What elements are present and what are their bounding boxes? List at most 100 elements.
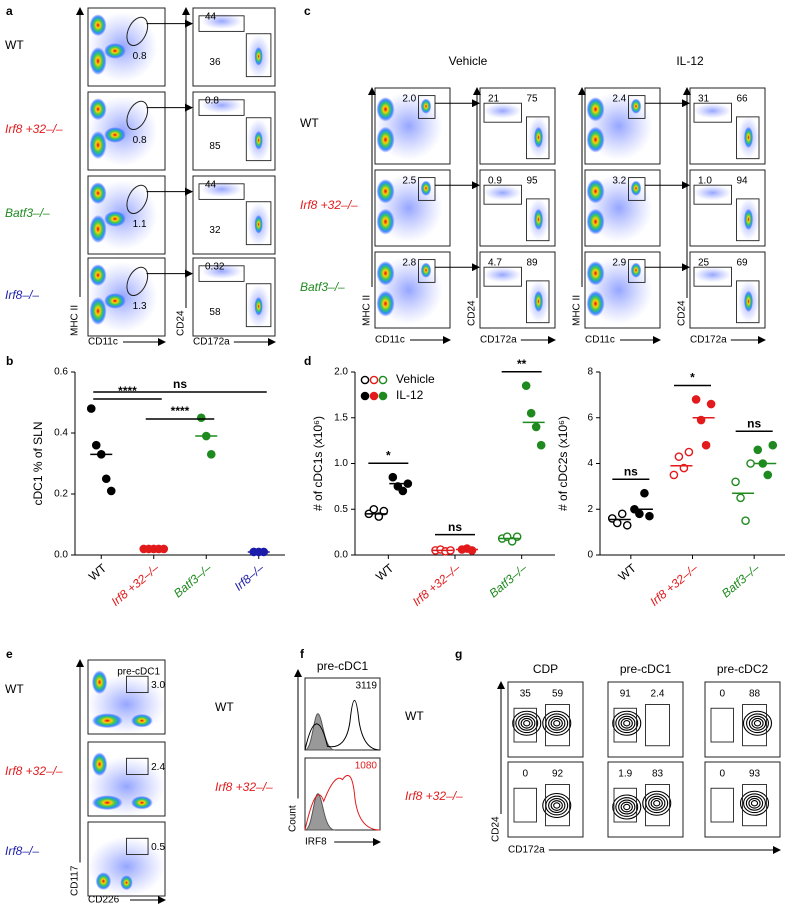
gate <box>613 707 637 743</box>
data-point <box>467 546 477 555</box>
data-point <box>101 474 111 484</box>
cell-density <box>254 215 263 234</box>
contour <box>653 800 661 807</box>
gate-value: 75 <box>527 94 539 105</box>
data-point <box>86 404 96 413</box>
legend-marker <box>360 375 370 385</box>
gate-value: 32 <box>209 225 221 236</box>
contour <box>553 720 561 727</box>
contour <box>542 792 572 819</box>
row-label: Irf8 +32–/– <box>405 789 463 803</box>
gate-value: 58 <box>209 307 221 318</box>
cell-density <box>744 208 753 231</box>
data-point <box>617 509 627 519</box>
gate-value: 66 <box>737 94 749 105</box>
condition-title: Vehicle <box>449 54 488 68</box>
x-tick-label: Batf3–/– <box>486 561 529 601</box>
cell-density <box>534 126 543 149</box>
x-axis-label: IRF8 <box>305 837 327 848</box>
cell-density <box>483 103 522 119</box>
y-axis-label: CD117 <box>70 865 81 896</box>
gate <box>418 95 436 119</box>
data-point <box>753 445 763 455</box>
gate-value: 0 <box>522 769 528 780</box>
gate-value: 95 <box>527 176 539 187</box>
cell-density <box>104 43 126 59</box>
gate-value: 2.5 <box>402 176 416 187</box>
gate-value: 59 <box>552 689 564 700</box>
data-point <box>526 408 536 418</box>
gate <box>245 33 272 78</box>
contour <box>553 802 561 809</box>
data-point <box>374 512 384 521</box>
panel-label: e <box>6 647 13 661</box>
gate <box>613 787 637 823</box>
cell-density <box>254 47 263 66</box>
data-point <box>379 506 389 516</box>
cell-density <box>586 290 605 317</box>
cell-density <box>91 752 108 777</box>
row-label: Irf8–/– <box>5 844 39 858</box>
gate <box>198 265 245 282</box>
row-label: Irf8 +32–/– <box>5 764 63 778</box>
contour <box>615 713 639 734</box>
gate <box>526 116 550 160</box>
gate-value: 88 <box>749 689 761 700</box>
gate-value: 21 <box>488 94 500 105</box>
gate <box>545 704 570 747</box>
x-tick-label: Irf8–/– <box>232 561 267 594</box>
contour <box>548 797 566 814</box>
data-point <box>741 516 750 525</box>
cell-density <box>91 713 123 729</box>
gate-value: 83 <box>652 769 664 780</box>
gate <box>126 837 149 856</box>
cell-density <box>201 97 243 114</box>
y-axis-label: Count <box>288 805 299 832</box>
gate <box>483 102 522 123</box>
significance-label: ns <box>448 520 462 534</box>
y-tick-label: 0.4 <box>54 428 68 439</box>
cell-density <box>89 131 107 160</box>
cell-density <box>744 290 753 313</box>
contour <box>642 790 672 816</box>
row-label: Irf8 +32–/– <box>300 198 358 212</box>
cell-density <box>376 179 395 204</box>
gate-value: 1.1 <box>133 219 147 230</box>
gate <box>483 184 522 205</box>
row-label: Irf8–/– <box>5 288 39 302</box>
cell-density <box>131 796 153 810</box>
x-axis-label: CD226 <box>88 895 120 906</box>
legend-marker <box>378 375 388 385</box>
y-tick-label: 0.0 <box>334 550 348 561</box>
contour <box>751 717 764 729</box>
row-label: WT <box>5 38 24 52</box>
contour <box>518 715 536 731</box>
contour <box>615 797 639 817</box>
contour <box>618 799 636 815</box>
column-title: CDP <box>533 662 558 676</box>
y-axis-label: MHC II <box>572 295 583 326</box>
gate <box>645 704 670 747</box>
gate <box>736 116 760 160</box>
y-axis-label: # of cDC2s (x10⁶) <box>556 416 570 511</box>
gate-value: 3.0 <box>151 680 165 691</box>
contour <box>739 790 770 816</box>
y-tick-label: 2.0 <box>334 367 348 378</box>
gate-value: 0.5 <box>151 842 165 853</box>
gate-value: 44 <box>205 12 217 23</box>
legend-label: IL-12 <box>396 388 424 402</box>
gate-value: 31 <box>698 94 710 105</box>
gate <box>736 198 760 242</box>
contour <box>750 800 759 807</box>
x-axis-label: CD11c <box>375 335 405 346</box>
x-axis-label: CD11c <box>88 337 118 348</box>
gate <box>245 283 272 328</box>
cell-density <box>104 127 126 143</box>
gate-value: 0 <box>719 689 725 700</box>
contour <box>515 713 539 734</box>
gate-value: 0 <box>719 769 725 780</box>
y-axis-label: CD24 <box>677 300 688 326</box>
contour <box>620 801 633 813</box>
x-tick-label: WT <box>373 561 397 584</box>
significance-label: **** <box>171 404 190 418</box>
